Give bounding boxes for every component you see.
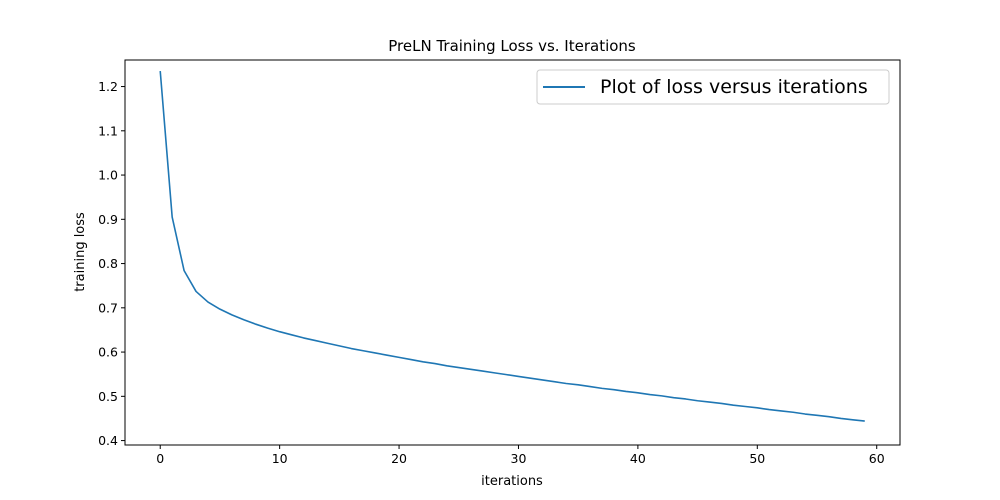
y-tick-label: 0.9 [98, 212, 118, 227]
series-line [159, 70, 865, 422]
x-tick-label: 60 [869, 451, 885, 466]
plot-area-frame [124, 59, 901, 446]
y-tick-label: 0.8 [98, 256, 118, 271]
x-tick-label: 50 [749, 451, 765, 466]
x-tick-label: 40 [630, 451, 646, 466]
y-axis-label: training loss [73, 212, 88, 292]
x-tick-label: 20 [391, 451, 407, 466]
legend-label: Plot of loss versus iterations [600, 76, 868, 98]
x-tick-label: 30 [511, 451, 527, 466]
y-tick-label: 1.1 [98, 123, 118, 138]
axes: 0 10 20 30 40 50 60 0.4 0.5 0.6 0.7 0.8 0.9 1.0 1.1 1.2 [98, 79, 885, 466]
series-lines [159, 70, 865, 422]
legend-box [536, 69, 890, 105]
x-tick-label: 0 [156, 451, 164, 466]
legend: Plot of loss versus iterations [536, 69, 890, 105]
chart-title: PreLN Training Loss vs. Iterations [388, 37, 636, 55]
y-tick-label: 0.5 [98, 389, 118, 404]
x-axis-label: iterations [481, 474, 543, 489]
y-tick-label: 1.0 [98, 168, 118, 183]
y-tick-label: 0.6 [98, 345, 118, 360]
x-tick-label: 10 [272, 451, 288, 466]
y-tick-label: 1.2 [98, 79, 118, 94]
y-tick-label: 0.7 [98, 300, 118, 315]
y-tick-label: 0.4 [98, 433, 118, 448]
